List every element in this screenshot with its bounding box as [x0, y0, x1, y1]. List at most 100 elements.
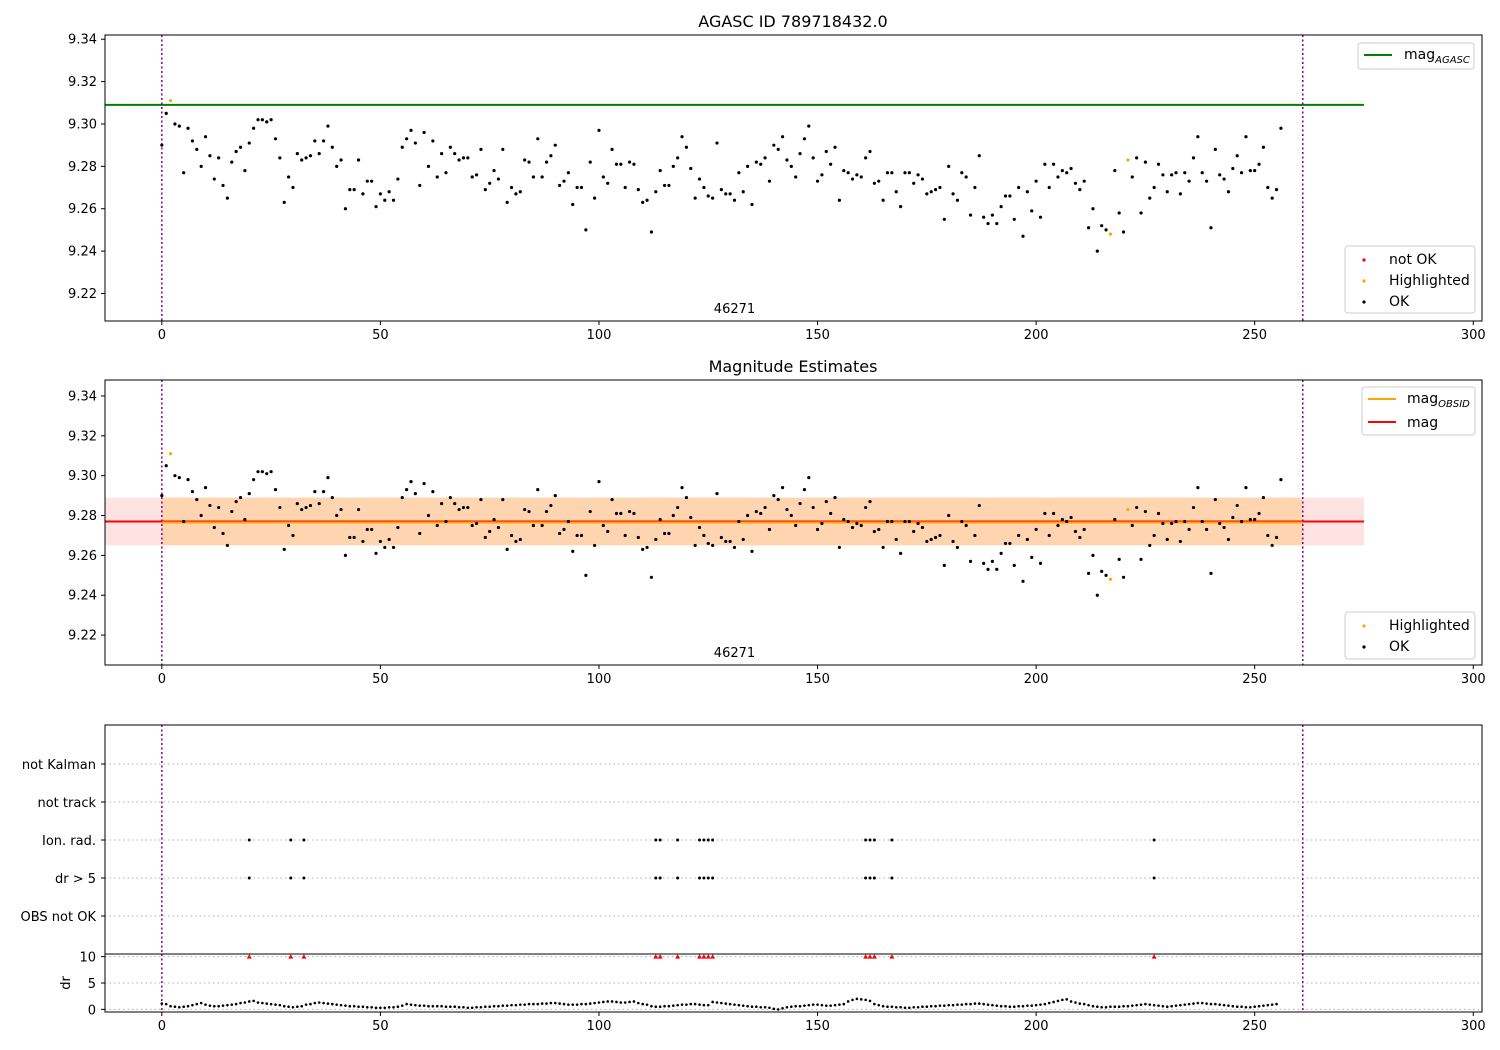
dr-point — [470, 1006, 474, 1010]
top-ok-point — [1170, 173, 1174, 177]
top-ok-point — [1279, 126, 1283, 130]
dr-point — [1196, 1001, 1200, 1005]
mid-ok-point — [282, 547, 286, 552]
dr-point — [492, 1004, 496, 1008]
dr-point — [842, 1002, 846, 1006]
dr-point — [449, 1005, 452, 1009]
top-ok-point — [833, 145, 837, 149]
mid-ok-point — [754, 509, 758, 514]
top-ok-point — [754, 160, 758, 164]
dr-point — [676, 1003, 679, 1007]
dr-point — [387, 1005, 391, 1009]
dr-point — [296, 1005, 299, 1009]
mid-ok-point — [217, 505, 221, 510]
dr-point — [300, 1004, 304, 1008]
top-ok-point — [509, 185, 514, 190]
top-ok-point — [1244, 135, 1248, 139]
top-ok-point — [365, 179, 369, 183]
mid-ok-point — [982, 561, 986, 565]
mid-ok-point — [929, 537, 933, 542]
dr-point — [191, 1003, 194, 1007]
top-ok-point — [378, 192, 382, 196]
mid-ok-point — [540, 523, 544, 528]
dr-point — [282, 1004, 286, 1008]
mid-ok-point — [256, 470, 260, 474]
mid-ok-point — [623, 533, 627, 538]
mid-ok-point — [588, 509, 592, 514]
top-ok-point — [619, 162, 623, 166]
mid-ok-point — [343, 553, 348, 557]
dr-point — [724, 1002, 728, 1005]
dr-point — [497, 1004, 500, 1008]
top-ok-point — [820, 173, 824, 177]
top-ok-point — [955, 198, 960, 202]
dr-gt5-flag-point — [868, 876, 872, 880]
dr-point — [1262, 1004, 1265, 1007]
mid-ok-point — [300, 507, 304, 512]
top-ok-point — [811, 156, 815, 160]
mid-ok-point — [1095, 593, 1099, 597]
mid-ok-point — [378, 539, 382, 544]
top-ok-point — [536, 137, 540, 141]
mid-ok-point — [737, 519, 741, 524]
top-ok-point — [221, 183, 225, 188]
mid-ok-point — [1161, 521, 1165, 526]
dr-point — [964, 1002, 968, 1006]
top-ok-point — [868, 149, 872, 154]
top-ok-point — [212, 177, 216, 181]
dr-point — [1069, 1000, 1073, 1003]
mid-ok-point — [724, 539, 728, 544]
dr-point — [164, 1002, 168, 1006]
top-ok-point — [579, 185, 584, 190]
top-ok-point — [566, 171, 570, 175]
mid-ok-point — [942, 563, 946, 567]
dr-gt5-flag-point — [302, 876, 306, 880]
top-ok-point — [453, 152, 457, 156]
top-ok-point — [1043, 162, 1047, 166]
top-ok-point — [1130, 175, 1134, 179]
dr-point — [392, 1005, 395, 1009]
top-ok-point — [697, 177, 702, 181]
mid-ok-point — [426, 513, 431, 518]
mid-ok-point — [885, 519, 890, 524]
dr-point — [357, 1005, 360, 1009]
mid-ok-point — [1178, 539, 1182, 544]
flags-category-label: not track — [37, 796, 96, 811]
mid-ok-point — [973, 533, 977, 538]
mid-ok-point — [658, 517, 662, 522]
dr-point — [1104, 1005, 1108, 1009]
mid-ok-point — [776, 497, 780, 502]
top-ok-point — [842, 168, 846, 173]
top-ok-point — [282, 200, 286, 204]
highlighted-legend-label: Highlighted — [1389, 273, 1470, 289]
top-ytick-label: 9.32 — [68, 75, 97, 90]
dr-point — [702, 1003, 706, 1007]
dr-point — [182, 1005, 185, 1009]
top-xtick-label-200: 200 — [1024, 328, 1049, 343]
dr-point — [772, 1007, 776, 1011]
dr-point — [794, 1004, 797, 1008]
mid-ok-point — [584, 573, 588, 577]
mid-xtick-label-0: 0 — [158, 672, 166, 687]
dr-point — [619, 1001, 623, 1004]
top-ok-point — [208, 154, 212, 158]
top-ok-point — [1082, 179, 1086, 183]
mid-ok-point — [396, 525, 400, 530]
dr-point — [991, 1003, 994, 1007]
mid-ok-point — [1043, 511, 1047, 516]
mid-ok-point — [789, 513, 793, 518]
mid-ok-point — [160, 493, 164, 498]
dr-point — [252, 999, 255, 1003]
top-ok-point — [1091, 207, 1095, 211]
dr-point — [816, 1003, 819, 1006]
mid-ok-point — [1021, 579, 1025, 583]
dr-point — [1266, 1003, 1270, 1007]
top-ok-point — [1030, 209, 1034, 213]
ok-legend-label: OK — [1389, 294, 1410, 310]
dr-point — [1157, 1004, 1160, 1007]
dr-point — [212, 1004, 216, 1008]
top-ok-point — [182, 171, 186, 175]
dr-point — [921, 1005, 924, 1009]
top-ok-point — [549, 154, 553, 158]
